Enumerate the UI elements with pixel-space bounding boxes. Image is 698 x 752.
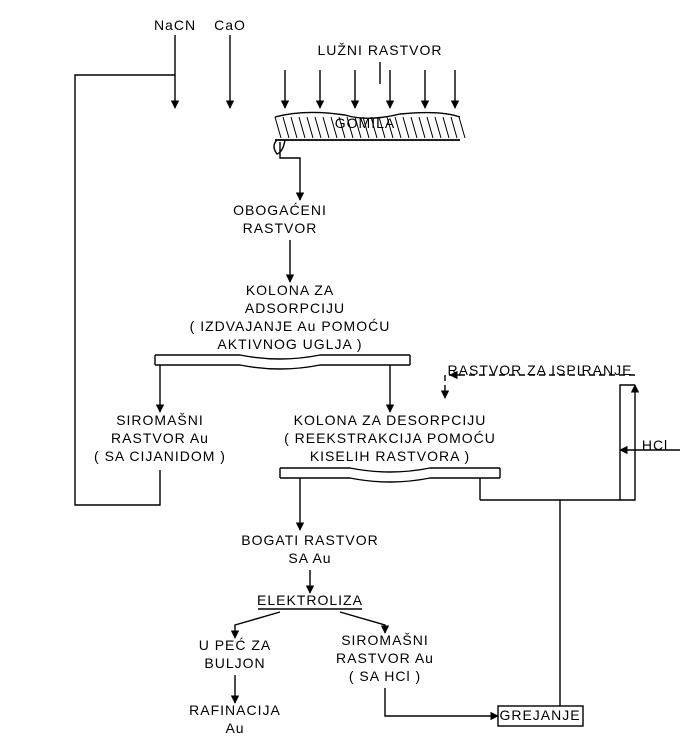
label-kolds2: ( REEKSTRAKCIJA POMOĆU <box>284 430 496 446</box>
label-obogaceni2: RASTVOR <box>243 220 318 236</box>
label-siroh1: SIROMAŠNI <box>341 632 429 648</box>
heap-hatch <box>315 117 321 138</box>
label-kolads3: ( IZDVAJANJE Au POMOĆU <box>190 318 391 334</box>
label-rafin2: Au <box>225 720 244 736</box>
adsorption-vessel-top <box>155 355 410 359</box>
heap-hatch <box>427 117 433 138</box>
label-kolds3: KISELIH RASTVORA ) <box>310 448 470 464</box>
label-bogati1: BOGATI RASTVOR <box>241 532 378 548</box>
label-kolads4: AKTIVNOG UGLJA ) <box>217 336 362 352</box>
label-siroh2: RASTVOR Au <box>336 650 434 666</box>
edge-grej-up-to-ispir <box>560 385 635 706</box>
heap-hatch <box>443 117 449 138</box>
heap-hatch <box>283 117 289 138</box>
heap-hatch <box>459 117 465 138</box>
adsorption-vessel-bottom <box>155 365 410 369</box>
heap-hatch <box>435 117 441 138</box>
label-siro2: RASTVOR Au <box>111 430 209 446</box>
heap-hatch <box>307 117 313 138</box>
heap-hatch <box>275 117 281 138</box>
label-gomila: GOMILA <box>335 115 395 131</box>
label-cao: CaO <box>214 17 246 33</box>
label-bogati2: SA Au <box>288 550 331 566</box>
heap-hatch <box>451 117 457 138</box>
label-siro1: SIROMAŠNI <box>116 412 204 428</box>
edge-heap-out <box>280 142 300 200</box>
edge-ispir-to-des <box>445 375 635 398</box>
edge-hcl-branch-up <box>620 385 635 450</box>
heap-hatch <box>419 117 425 138</box>
edge-siroh-down <box>385 688 498 716</box>
heap-hatch <box>411 117 417 138</box>
label-kolads1: KOLONA ZA <box>246 282 334 298</box>
label-grejanje: GREJANJE <box>499 707 580 723</box>
edge-elek-split-left <box>235 612 280 638</box>
label-obogaceni1: OBOGAĆENI <box>233 202 327 218</box>
label-rastispir: RASTVOR ZA ISPIRANJE <box>448 362 633 378</box>
heap-hatch <box>403 117 409 138</box>
label-elektro: ELEKTROLIZA <box>257 592 363 608</box>
label-kolds1: KOLONA ZA DESORPCIJU <box>294 412 487 428</box>
label-rafin1: RAFINACIJA <box>189 702 281 718</box>
label-kolads2: ADSORPCIJU <box>245 300 345 316</box>
label-hcl: HCl <box>642 437 668 453</box>
label-upec2: BULJON <box>204 655 265 671</box>
heap-hatch <box>291 117 297 138</box>
label-upec1: U PEĆ ZA <box>199 637 272 653</box>
label-siroh3: ( SA HCl ) <box>349 668 421 684</box>
process-flowchart: NaCN CaO LUŽNI RASTVOR GOMILA OBOGAĆENI RASTV… <box>0 0 698 752</box>
desorption-vessel-bottom <box>280 478 500 482</box>
desorption-vessel-top <box>280 468 500 472</box>
heap-hatch <box>299 117 305 138</box>
label-luzni: LUŽNI RASTVOR <box>317 42 442 58</box>
heap-hatch <box>395 117 401 138</box>
edge-elek-split-right <box>340 612 385 633</box>
heap-hatch <box>323 117 329 138</box>
label-siro3: ( SA CIJANIDOM ) <box>94 448 226 464</box>
label-nacn: NaCN <box>154 17 196 33</box>
